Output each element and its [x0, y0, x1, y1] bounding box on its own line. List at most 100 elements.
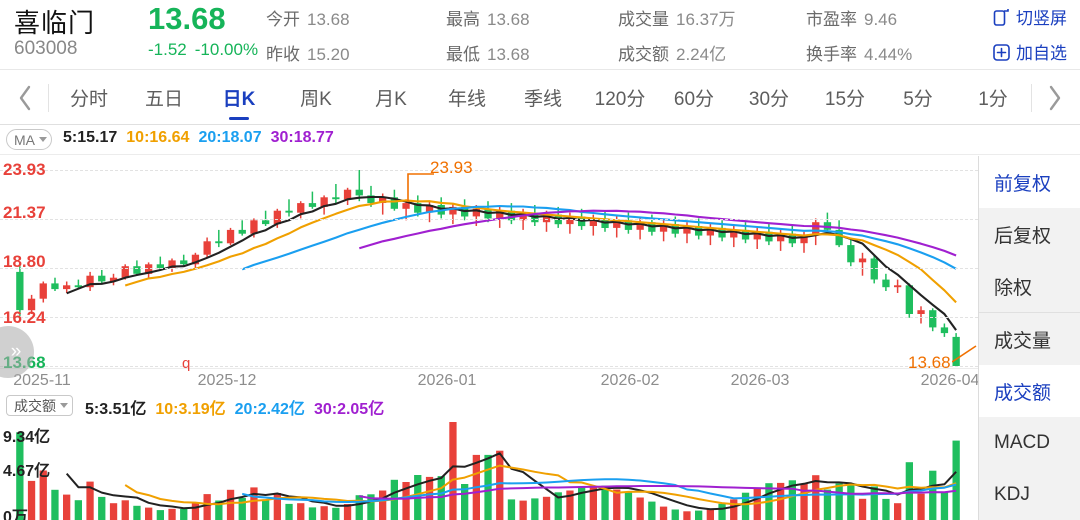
tab-jixian[interactable]: 季线 [523, 89, 562, 110]
date-label-1: 2025-11 [13, 372, 71, 389]
ma10-value: 10:16.64 [126, 129, 190, 146]
tab-60min[interactable]: 60分 [673, 89, 715, 110]
volume-chart-panel[interactable] [0, 420, 978, 520]
stat-prevclose-label: 昨收 [266, 45, 300, 64]
date-label-4: 2026-02 [600, 372, 660, 389]
tab-zhouk[interactable]: 周K [300, 89, 332, 110]
current-price: 13.68 [148, 1, 226, 36]
ma5-value: 5:15.17 [63, 129, 118, 146]
tab-120min[interactable]: 120分 [594, 89, 646, 110]
vol-ma10-value: 10:3.19亿 [155, 401, 226, 418]
add-watchlist-label: 加自选 [1016, 44, 1067, 63]
tab-nianxian[interactable]: 年线 [447, 89, 486, 110]
ma-values: 5:15.17 10:16.64 20:18.07 30:18.77 [63, 129, 343, 147]
period-prev-button[interactable] [2, 70, 48, 125]
stat-pe-label: 市盈率 [806, 10, 857, 29]
low-annotation-label: 13.68 [908, 353, 951, 372]
stat-open: 今开 13.68 [266, 5, 350, 30]
stock-code: 603008 [14, 38, 78, 59]
menu-item-qfq[interactable]: 前复权 [979, 156, 1080, 208]
tab-rik[interactable]: 日K [210, 70, 268, 125]
stat-volume: 成交量 16.37万 [618, 5, 736, 30]
vol-ma20-value: 20:2.42亿 [234, 401, 305, 418]
date-axis: 2025-11 2025-12 2026-01 2026-02 2026-03 … [0, 368, 980, 392]
volume-legend-row: 成交额 5:3.51亿 10:3.19亿 20:2.42亿 30:2.05亿 [0, 392, 978, 420]
stat-open-value: 13.68 [307, 10, 350, 29]
tab-1min[interactable]: 1分 [978, 89, 1008, 110]
stat-pe: 市盈率 9.46 [806, 5, 897, 30]
kline-chart-panel[interactable] [0, 156, 978, 368]
volume-label-1: 9.34亿 [3, 429, 51, 446]
price-label-4: 16.24 [3, 308, 46, 327]
tab-fenshi[interactable]: 分时 [69, 89, 108, 110]
gridline-4 [0, 317, 978, 318]
price-label-1: 23.93 [3, 160, 46, 179]
gridline-1 [0, 170, 978, 171]
date-label-6: 2026-04 [920, 372, 980, 389]
stat-high-label: 最高 [446, 10, 480, 29]
volume-label-2: 4.67亿 [3, 463, 51, 480]
indicator-dropdown-menu: 前复权 后复权 除权 成交量 成交额 MACD KDJ RSI [978, 156, 1080, 520]
menu-item-volume[interactable]: 成交量 [994, 330, 1052, 352]
high-annotation-label: 23.93 [430, 158, 473, 177]
low-annotation-leader [952, 345, 977, 363]
volume-ma-values: 5:3.51亿 10:3.19亿 20:2.42亿 30:2.05亿 [85, 395, 393, 419]
menu-item-hfq[interactable]: 后复权 [994, 225, 1052, 247]
volume-bars [16, 422, 960, 520]
stat-low: 最低 13.68 [446, 40, 530, 65]
menu-item-kdj[interactable]: KDJ [994, 484, 1030, 505]
volume-indicator-selector[interactable]: 成交额 [6, 395, 73, 416]
stat-turnover: 成交额 2.24亿 [618, 40, 726, 65]
date-label-5: 2026-03 [730, 372, 790, 389]
stat-prevclose: 昨收 15.20 [266, 40, 350, 65]
tab-5min[interactable]: 5分 [903, 89, 933, 110]
tab-15min[interactable]: 15分 [824, 89, 866, 110]
menu-item-chuquan[interactable]: 除权 [994, 277, 1033, 299]
date-label-3: 2026-01 [417, 372, 477, 389]
price-label-2: 21.37 [3, 203, 46, 222]
tab-30min[interactable]: 30分 [748, 89, 790, 110]
volume-selector-label: 成交额 [14, 397, 56, 414]
rotate-screen-button[interactable]: 切竖屏 [993, 4, 1067, 29]
price-change-row: -1.52 -10.00% [148, 40, 266, 60]
ma-selector[interactable]: MA [6, 129, 52, 150]
stat-prevclose-value: 15.20 [307, 45, 350, 64]
tab-wuri[interactable]: 五日 [144, 89, 183, 110]
ma20-value: 20:18.07 [198, 129, 262, 146]
stat-turnover-label: 成交额 [618, 45, 669, 64]
stat-volume-label: 成交量 [618, 10, 669, 29]
tab-divider-right [1031, 84, 1032, 112]
tab-divider-left [48, 84, 49, 112]
stat-turnover-rate-value: 4.44% [864, 45, 913, 64]
stat-turnover-rate-label: 换手率 [806, 45, 857, 64]
stat-open-label: 今开 [266, 10, 300, 29]
price-label-3: 18.80 [3, 252, 46, 271]
menu-item-macd[interactable]: MACD [994, 432, 1050, 453]
stat-high-value: 13.68 [487, 10, 530, 29]
chevron-down-icon [60, 403, 68, 408]
kline-candles [16, 170, 960, 366]
gridline-3 [0, 268, 978, 269]
ma30-value: 30:18.77 [270, 129, 334, 146]
stat-low-label: 最低 [446, 45, 480, 64]
period-tab-bar: 分时 五日 日K 周K 月K 年线 季线 120分 60分 30分 15分 5分… [0, 70, 1080, 125]
quote-header: 喜临门 603008 13.68 -1.52 -10.00% 今开 13.68 昨收… [0, 0, 1080, 70]
rotate-screen-label: 切竖屏 [1016, 9, 1067, 28]
tab-yuek[interactable]: 月K [375, 89, 407, 110]
menu-item-amount[interactable]: 成交额 [979, 365, 1080, 417]
period-next-button[interactable] [1032, 70, 1078, 125]
price-change-pct: -10.00% [194, 40, 259, 59]
vol-ma5-value: 5:3.51亿 [85, 401, 147, 418]
double-chevron-right-icon: » [10, 341, 21, 362]
stock-name: 喜临门 [14, 8, 96, 38]
date-label-2: 2025-12 [197, 372, 257, 389]
add-watchlist-button[interactable]: 加自选 [993, 39, 1067, 64]
gridline-2 [0, 219, 978, 220]
stat-high: 最高 13.68 [446, 5, 530, 30]
plus-box-icon [993, 44, 1010, 61]
dividend-marker: q [182, 355, 191, 372]
stat-pe-value: 9.46 [864, 10, 898, 29]
vol-ma30-value: 30:2.05亿 [313, 401, 385, 418]
stat-turnover-value: 2.24亿 [676, 45, 727, 64]
